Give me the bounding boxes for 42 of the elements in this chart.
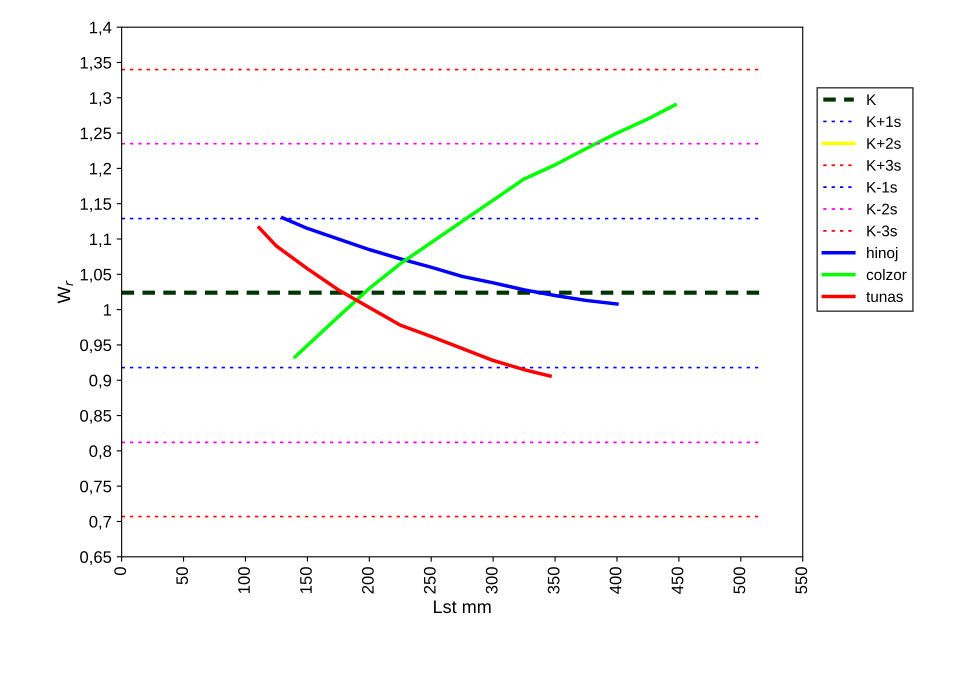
y-tick-label: 1,2 bbox=[90, 162, 112, 177]
x-tick-label: 50 bbox=[176, 567, 188, 584]
line-series bbox=[257, 226, 552, 378]
y-tick-label: 1,25 bbox=[80, 127, 112, 142]
legend-label: K+3s bbox=[867, 160, 901, 171]
legend-label: K bbox=[867, 94, 876, 105]
y-tick-label: 0,75 bbox=[80, 480, 112, 494]
x-axis-title: Lst mm bbox=[434, 600, 491, 614]
line-series bbox=[293, 103, 677, 359]
x-tick-label: 550 bbox=[795, 567, 808, 594]
x-tick-label: 450 bbox=[672, 567, 684, 594]
x-tick-label: 150 bbox=[300, 567, 312, 594]
legend-label: K-1s bbox=[867, 182, 897, 193]
y-tick-label: 1,3 bbox=[90, 92, 112, 106]
x-tick-label: 400 bbox=[610, 567, 622, 594]
legend-label: colzor bbox=[866, 268, 907, 280]
legend-label: K-3s bbox=[867, 226, 897, 236]
y-tick-label: 0,85 bbox=[80, 410, 112, 424]
x-tick-label: 350 bbox=[548, 567, 560, 594]
legend-label: tunas bbox=[866, 292, 903, 302]
x-tick-label: 100 bbox=[238, 567, 250, 594]
y-tick-label: 0,95 bbox=[80, 339, 112, 354]
legend-label: hinoj bbox=[867, 247, 898, 262]
y-tick-label: 0,9 bbox=[89, 374, 112, 388]
y-tick-label: 1,4 bbox=[90, 22, 112, 36]
x-tick-label: 300 bbox=[486, 567, 498, 594]
y-tick-label: 1,35 bbox=[80, 56, 112, 71]
y-axis-title: W$_{r}$ bbox=[58, 280, 74, 304]
x-tick-label: 250 bbox=[424, 567, 436, 594]
y-tick-label: 1,15 bbox=[80, 198, 112, 212]
legend-label: K+1s bbox=[867, 116, 901, 127]
x-tick-label: 200 bbox=[362, 567, 374, 594]
x-tick-label: 500 bbox=[733, 567, 746, 594]
y-tick-label: 1,1 bbox=[90, 234, 112, 248]
legend-label: K+2s bbox=[867, 138, 901, 149]
x-tick-label: 0 bbox=[114, 567, 126, 576]
y-tick-label: 1 bbox=[104, 304, 112, 316]
legend-label: K-2s bbox=[867, 204, 897, 214]
y-tick-label: 0,8 bbox=[89, 445, 112, 460]
y-tick-label: 1,05 bbox=[80, 268, 112, 282]
y-tick-label: 0,65 bbox=[80, 551, 112, 565]
y-tick-label: 0,7 bbox=[89, 516, 112, 530]
